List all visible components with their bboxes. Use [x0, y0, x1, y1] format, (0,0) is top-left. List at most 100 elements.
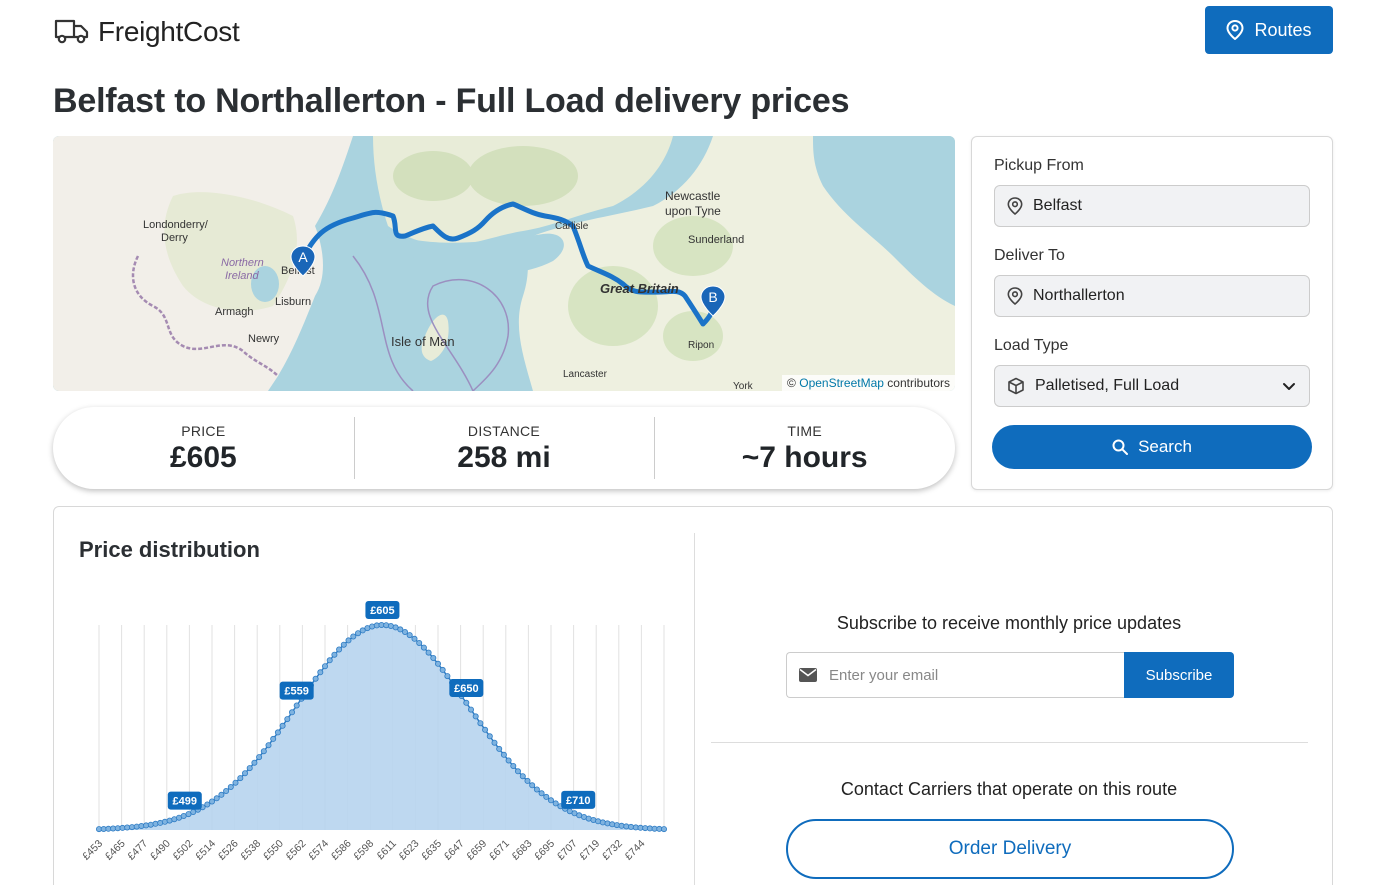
logo[interactable]: FreightCost [54, 14, 240, 50]
map-label: Lancaster [563, 369, 608, 380]
contact-carriers-text: Contact Carriers that operate on this ro… [840, 779, 1178, 799]
search-icon [1112, 439, 1129, 455]
distribution-point [500, 751, 507, 758]
distribution-point [317, 669, 324, 676]
distribution-point [482, 726, 489, 733]
deliver-input[interactable]: Northallerton [994, 275, 1310, 317]
subscribe-button[interactable]: Subscribe [1124, 652, 1234, 698]
time-value: ~7 hours [741, 441, 868, 474]
x-tick-label: £598 [351, 838, 376, 863]
pickup-input[interactable]: Belfast [994, 185, 1310, 227]
distribution-point [467, 706, 474, 713]
distribution-point [152, 820, 159, 827]
distribution-point [420, 644, 427, 651]
map-label: Newry [248, 333, 280, 345]
x-tick-label: £635 [419, 838, 444, 863]
x-tick-label: £477 [125, 838, 150, 863]
routes-button[interactable]: Routes [1205, 6, 1333, 54]
page-title: Belfast to Northallerton - Full Load del… [53, 82, 850, 120]
x-tick-label: £465 [103, 838, 128, 863]
distribution-point [274, 729, 281, 736]
map-canvas[interactable]: Londonderry/ Derry Northern Ireland Belf… [53, 136, 955, 391]
email-input[interactable]: Enter your email [786, 652, 1124, 698]
routes-button-label: Routes [1254, 19, 1312, 40]
price-value: £605 [169, 441, 237, 474]
x-tick-label: £538 [238, 838, 263, 863]
distribution-point [241, 770, 248, 777]
logo-text: FreightCost [98, 16, 240, 47]
order-delivery-button[interactable]: Order Delivery [786, 819, 1234, 879]
marker-b[interactable]: B [700, 285, 726, 317]
distribution-point [321, 663, 328, 670]
osm-link[interactable]: OpenStreetMap [799, 376, 884, 390]
distribution-point [477, 720, 484, 727]
distance-label: DISTANCE [467, 423, 541, 439]
annotation-badge [449, 678, 484, 697]
distribution-point [326, 657, 333, 664]
distribution-point [514, 768, 521, 775]
load-type-value: Palletised, Full Load [1035, 377, 1180, 394]
x-tick-label: £719 [577, 838, 602, 863]
x-tick-label: £502 [171, 838, 196, 863]
distribution-point [208, 798, 215, 805]
time-stat: TIME ~7 hours [654, 407, 955, 489]
distribution-point [336, 646, 343, 653]
distribution-point [124, 824, 131, 831]
load-type-label: Load Type [994, 337, 1069, 354]
deliver-label: Deliver To [994, 247, 1065, 264]
header: FreightCost Routes [0, 0, 1391, 64]
distribution-point [288, 709, 295, 716]
distribution-point [430, 655, 437, 662]
x-tick-label: £453 [80, 838, 105, 863]
search-button[interactable]: Search [992, 425, 1312, 469]
distribution-point [538, 790, 545, 797]
email-placeholder: Enter your email [829, 666, 939, 684]
map-pin-icon [1007, 197, 1023, 215]
marker-a[interactable]: A [290, 245, 316, 277]
x-tick-label: £562 [284, 838, 309, 863]
annotation-badge [279, 681, 314, 700]
distribution-point [147, 821, 154, 828]
distribution-point [256, 754, 263, 761]
distribution-point [519, 773, 526, 780]
map-label: Great Britain [600, 281, 679, 296]
distribution-point [543, 793, 550, 800]
x-tick-label: £647 [442, 838, 467, 863]
route-map[interactable]: Londonderry/ Derry Northern Ireland Belf… [53, 136, 955, 391]
x-tick-label: £490 [148, 838, 173, 863]
truck-icon [54, 19, 89, 44]
x-tick-label: £671 [487, 838, 512, 863]
distribution-point [463, 699, 470, 706]
distribution-point [204, 801, 211, 808]
distribution-point [406, 632, 413, 639]
distribution-point [425, 649, 432, 656]
x-tick-label: £586 [329, 838, 354, 863]
map-label: Ripon [688, 340, 714, 351]
distribution-point [472, 713, 479, 720]
distance-value: 258 mi [457, 441, 551, 474]
distribution-point [533, 786, 540, 793]
distribution-point [340, 641, 347, 648]
load-type-select[interactable]: Palletised, Full Load [994, 365, 1310, 407]
distribution-point [496, 745, 503, 752]
annotation-label: £499 [173, 796, 197, 808]
distribution-point [237, 775, 244, 782]
deliver-value: Northallerton [1033, 287, 1125, 304]
map-label: upon Tyne [665, 204, 721, 218]
subscribe-text: Subscribe to receive monthly price updat… [836, 613, 1182, 633]
distribution-point [359, 627, 366, 634]
distribution-point [293, 702, 300, 709]
pickup-value: Belfast [1033, 197, 1082, 214]
route-stats: PRICE £605 DISTANCE 258 mi TIME ~7 hours [53, 407, 955, 489]
package-icon [1008, 377, 1024, 395]
annotation-badge [365, 601, 400, 619]
distribution-point [345, 637, 352, 644]
chevron-down-icon [1283, 383, 1295, 390]
price-distribution-title: Price distribution [79, 537, 260, 562]
distribution-point [284, 716, 291, 723]
annotation-label: £650 [454, 683, 478, 695]
horizontal-divider [711, 742, 1308, 743]
svg-text:A: A [298, 249, 308, 265]
price-stat: PRICE £605 [53, 407, 354, 489]
x-tick-label: £732 [600, 838, 625, 863]
